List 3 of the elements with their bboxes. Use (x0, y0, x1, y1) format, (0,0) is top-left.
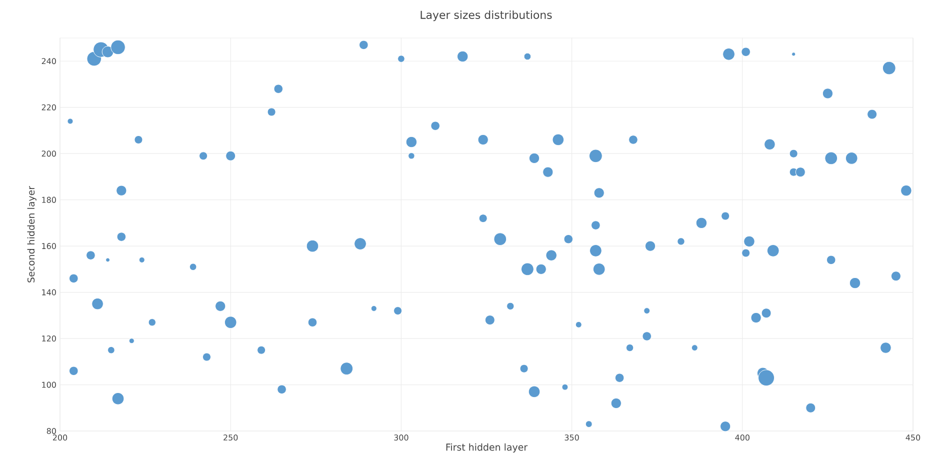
chart-title: Layer sizes distributions (420, 10, 552, 22)
y-axis-title: Second hidden layer (27, 186, 36, 282)
x-axis-title: First hidden layer (446, 443, 528, 453)
